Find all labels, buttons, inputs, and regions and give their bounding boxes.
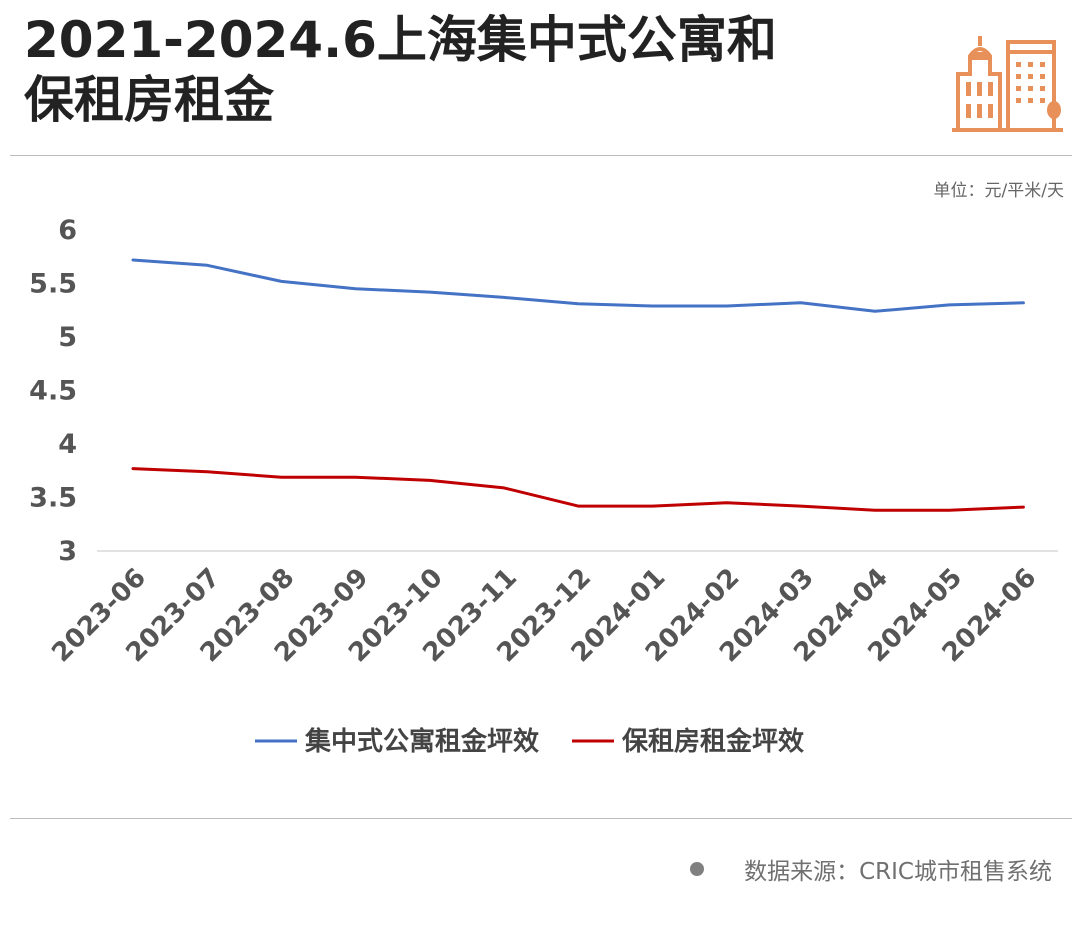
- dot-icon: [690, 862, 705, 876]
- unit-label: 单位：元/平米/天: [933, 181, 1064, 201]
- y-tick-label: 6: [58, 215, 77, 246]
- series-line-1: [131, 258, 1025, 313]
- y-axis-ticks: 6 5.5 5 4.5 4 3.5 3: [29, 215, 77, 567]
- y-tick-label: 3.5: [29, 483, 77, 514]
- chart-title-line-2: 保租房租金: [24, 71, 274, 129]
- x-axis-ticks: 2023-062023-072023-082023-092023-102023-…: [46, 563, 1042, 669]
- y-tick-label: 4.5: [29, 376, 77, 407]
- data-source: 数据来源：CRIC城市租售系统: [690, 852, 1052, 886]
- legend-label-1: 集中式公寓租金坪效: [304, 726, 539, 757]
- y-tick-label: 4: [58, 429, 77, 460]
- chart-title-line-1: 2021-2024.6上海集中式公寓和: [24, 11, 777, 69]
- y-tick-label: 5: [58, 322, 77, 353]
- city-buildings-icon: [952, 36, 1063, 132]
- legend-label-2: 保租房租金坪效: [621, 726, 804, 757]
- data-source-text: 数据来源：CRIC城市租售系统: [744, 859, 1052, 885]
- y-tick-label: 3: [58, 536, 77, 567]
- chart-legend: 集中式公寓租金坪效 保租房租金坪效: [255, 726, 804, 757]
- line-chart: 6 5.5 5 4.5 4 3.5 3 2023-062023-072023-082023-…: [29, 215, 1058, 757]
- bottom-divider: [10, 818, 1072, 819]
- series-lines: [131, 258, 1025, 512]
- top-divider: [10, 155, 1072, 156]
- series-line-2: [131, 467, 1025, 512]
- chart-title: 2021-2024.6上海集中式公寓和 保租房租金: [24, 10, 924, 130]
- y-tick-label: 5.5: [29, 269, 77, 300]
